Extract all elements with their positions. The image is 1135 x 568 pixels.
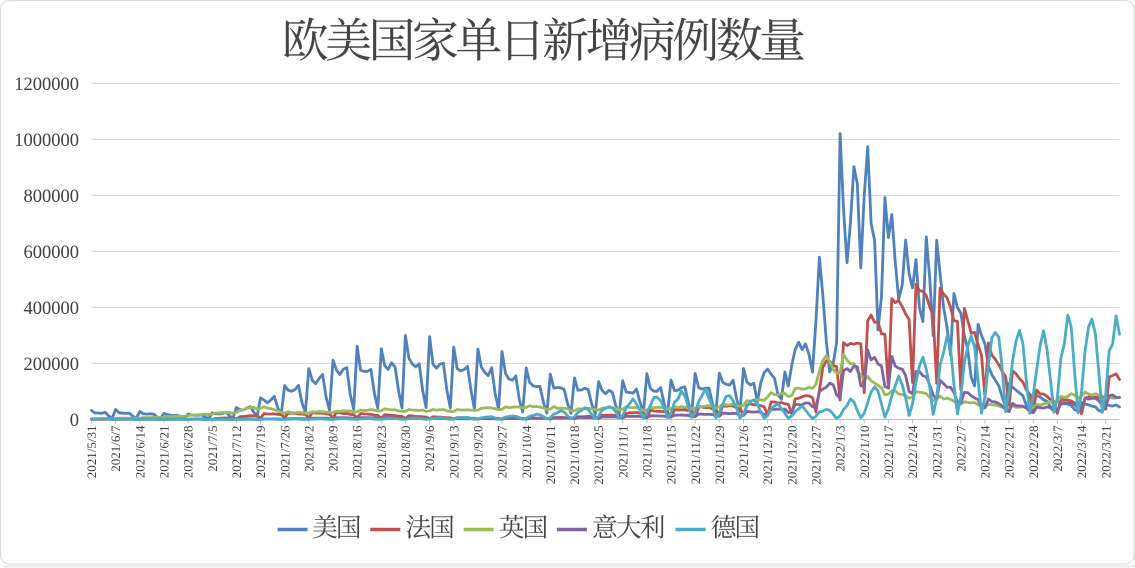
svg-text:2022/2/7: 2022/2/7 [953,425,968,472]
svg-text:2021/10/25: 2021/10/25 [591,426,606,485]
svg-text:2022/2/21: 2022/2/21 [1002,426,1017,479]
svg-text:2022/1/17: 2022/1/17 [881,425,896,478]
svg-text:2021/8/9: 2021/8/9 [326,426,341,472]
svg-text:2021/7/12: 2021/7/12 [229,426,244,479]
svg-text:2021/8/23: 2021/8/23 [374,426,389,479]
svg-text:2021/7/5: 2021/7/5 [205,426,220,472]
svg-text:400000: 400000 [24,299,80,319]
svg-text:200000: 200000 [24,355,80,375]
svg-text:2022/2/14: 2022/2/14 [978,425,993,478]
svg-text:600000: 600000 [24,243,80,263]
svg-text:2021/7/19: 2021/7/19 [253,426,268,479]
svg-text:2021/9/13: 2021/9/13 [446,426,461,479]
svg-text:2021/11/22: 2021/11/22 [688,426,703,485]
svg-text:2021/12/13: 2021/12/13 [760,426,775,485]
svg-text:2021/12/20: 2021/12/20 [784,426,799,485]
svg-text:2022/1/10: 2022/1/10 [857,426,872,479]
svg-text:1000000: 1000000 [14,131,79,151]
svg-text:2021/10/11: 2021/10/11 [543,426,558,485]
svg-text:2021/11/8: 2021/11/8 [640,426,655,478]
svg-text:2021/8/2: 2021/8/2 [301,426,316,472]
svg-text:2021/6/28: 2021/6/28 [181,426,196,479]
svg-text:2021/8/16: 2021/8/16 [350,425,365,478]
svg-text:2021/10/4: 2021/10/4 [519,425,534,478]
svg-text:2021/6/14: 2021/6/14 [132,425,147,478]
svg-text:2021/12/6: 2021/12/6 [736,425,751,478]
svg-text:2021/9/6: 2021/9/6 [422,425,437,472]
svg-text:2021/6/7: 2021/6/7 [108,425,123,472]
svg-text:2021/6/21: 2021/6/21 [157,426,172,479]
svg-text:2021/12/27: 2021/12/27 [809,425,824,485]
svg-text:2021/9/27: 2021/9/27 [495,425,510,478]
svg-text:2022/3/21: 2022/3/21 [1098,426,1113,479]
svg-text:2021/10/18: 2021/10/18 [567,426,582,485]
svg-text:2021/8/30: 2021/8/30 [398,426,413,479]
svg-text:2021/5/31: 2021/5/31 [84,426,99,479]
svg-text:2022/1/24: 2022/1/24 [905,425,920,478]
svg-text:2022/2/28: 2022/2/28 [1026,426,1041,479]
svg-text:2021/11/1: 2021/11/1 [615,426,630,478]
svg-text:2021/7/26: 2021/7/26 [277,425,292,478]
svg-text:2021/9/20: 2021/9/20 [471,426,486,479]
svg-text:1200000: 1200000 [14,75,79,95]
svg-text:2022/3/7: 2022/3/7 [1050,425,1065,472]
svg-text:0: 0 [70,411,79,431]
svg-text:2021/11/15: 2021/11/15 [664,426,679,485]
svg-text:2022/3/14: 2022/3/14 [1074,425,1089,478]
svg-text:2022/1/31: 2022/1/31 [929,426,944,479]
svg-text:800000: 800000 [24,187,80,207]
svg-text:2022/1/3: 2022/1/3 [833,426,848,472]
svg-text:2021/11/29: 2021/11/29 [712,426,727,485]
